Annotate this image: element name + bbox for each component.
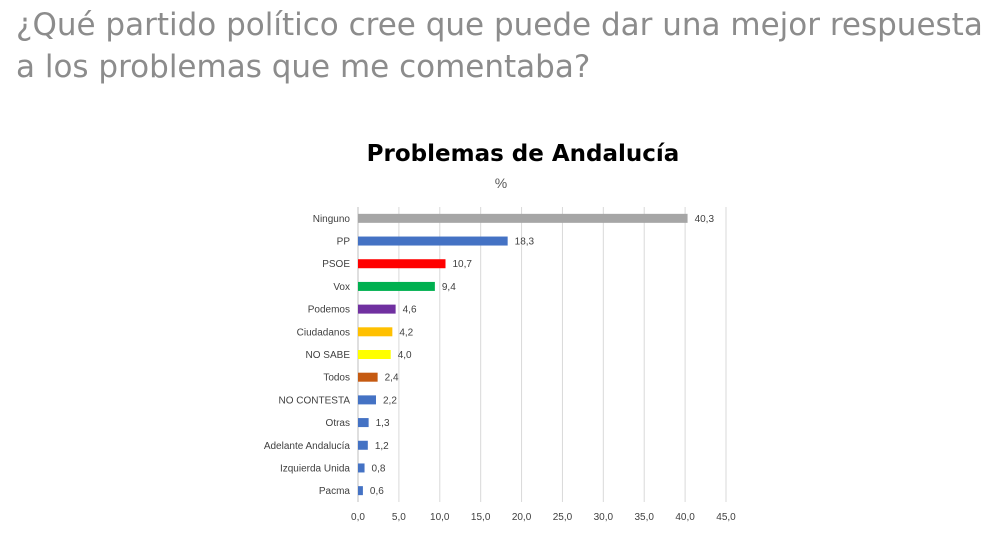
bar	[358, 281, 435, 291]
data-label: 0,8	[372, 463, 386, 474]
x-tick-label: 25,0	[553, 512, 573, 523]
category-label: Vox	[333, 282, 350, 293]
x-tick-label: 40,0	[675, 512, 695, 523]
bar	[358, 486, 363, 496]
bar	[358, 395, 376, 405]
chart-title: Problemas de Andalucía	[366, 141, 680, 167]
data-label: 18,3	[515, 237, 535, 248]
category-label: Podemos	[308, 305, 350, 316]
category-label: Adelante Andalucía	[264, 441, 351, 452]
bar	[358, 418, 369, 428]
bar	[358, 259, 446, 269]
category-label: Pacma	[319, 486, 351, 497]
x-tick-label: 5,0	[392, 512, 406, 523]
data-label: 40,3	[695, 214, 715, 225]
category-label: Otras	[326, 418, 350, 429]
bar	[358, 350, 391, 359]
data-label: 4,0	[398, 350, 412, 361]
data-label: 1,3	[376, 418, 390, 429]
category-label: PP	[337, 237, 351, 248]
x-tick-label: 45,0	[716, 512, 736, 523]
category-label: NO CONTESTA	[279, 395, 351, 406]
data-label: 2,4	[385, 373, 399, 384]
category-label: Izquierda Unida	[280, 463, 350, 474]
slide-title-line-2: a los problemas que me comentaba?	[16, 49, 591, 85]
bar	[358, 463, 365, 473]
bar	[358, 327, 393, 337]
category-label: PSOE	[322, 259, 350, 270]
chart-subtitle: %	[494, 175, 508, 191]
category-label: Todos	[323, 373, 350, 384]
slide-title: ¿Qué partido político cree que puede dar…	[16, 4, 991, 88]
x-tick-label: 15,0	[471, 512, 491, 523]
bar	[358, 213, 688, 223]
x-tick-label: 30,0	[594, 512, 614, 523]
bar	[358, 372, 378, 382]
x-tick-label: 20,0	[512, 512, 532, 523]
x-tick-label: 10,0	[430, 512, 450, 523]
data-label: 1,2	[375, 441, 389, 452]
data-label: 4,6	[403, 305, 417, 316]
category-label: Ninguno	[313, 214, 351, 225]
category-label: Ciudadanos	[297, 327, 350, 338]
bar	[358, 236, 508, 246]
data-label: 4,2	[399, 327, 413, 338]
bar	[358, 304, 396, 314]
data-label: 9,4	[442, 282, 456, 293]
data-label: 0,6	[370, 486, 384, 497]
data-label: 10,7	[453, 259, 473, 270]
bar	[358, 440, 368, 450]
slide-title-line-1: ¿Qué partido político cree que puede dar…	[16, 7, 983, 43]
data-label: 2,2	[383, 395, 397, 406]
x-tick-label: 0,0	[351, 512, 365, 523]
x-tick-label: 35,0	[634, 512, 654, 523]
category-label: NO SABE	[306, 350, 351, 361]
